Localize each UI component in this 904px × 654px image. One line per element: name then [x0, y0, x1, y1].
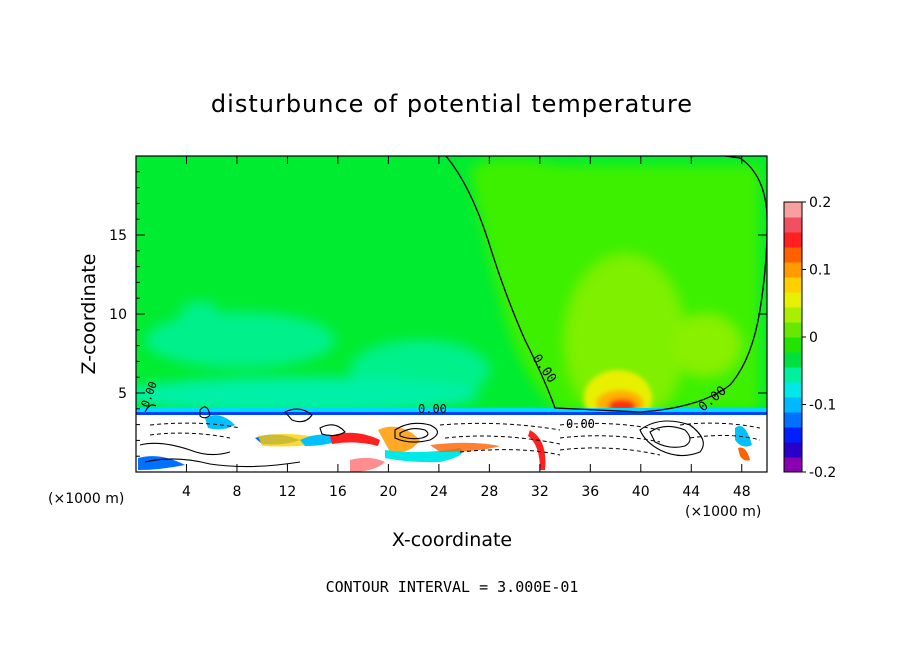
colorbar-tick-label: -0.2	[809, 465, 836, 481]
y-tick-label: 10	[109, 307, 127, 323]
zero-contour-line	[445, 156, 767, 413]
x-axis-ticks: 4 8 12 16 20 24 28 32 36 40 44 48	[182, 156, 751, 500]
x-tick-label: 8	[232, 484, 241, 500]
colorbar-swatch	[784, 442, 802, 458]
warm-patch-3	[350, 457, 385, 472]
cool-band-low	[136, 377, 480, 413]
x-axis-label: X-coordinate	[392, 529, 512, 551]
chart-title: disturbunce of potential temperature	[211, 90, 693, 118]
contour-label-4: 0.00	[566, 417, 595, 431]
x-tick-label: 40	[632, 484, 650, 500]
colorbar-swatch	[784, 202, 802, 218]
x-tick-label: 32	[531, 484, 549, 500]
y-tick-label: 15	[109, 228, 127, 244]
cold-streak-6	[735, 426, 752, 447]
x-tick-label: 12	[279, 484, 297, 500]
colorbar-swatch	[784, 277, 802, 293]
x-tick-label: 4	[182, 484, 191, 500]
colorbar-swatch	[784, 322, 802, 338]
warm-streak-3	[430, 442, 500, 452]
x-unit-right: (×1000 m)	[685, 504, 761, 520]
colorbar-tick-label: 0.1	[809, 263, 831, 279]
colorbar-swatch	[784, 397, 802, 413]
warm-streak-6	[738, 447, 750, 461]
boundary-layer	[136, 406, 767, 472]
x-tick-label: 16	[329, 484, 347, 500]
cool-band-left	[145, 312, 335, 368]
colorbar-swatch	[784, 352, 802, 368]
contour-label-3: 0.00	[418, 402, 447, 416]
x-tick-label: 24	[430, 484, 448, 500]
cold-streak-4	[138, 456, 185, 470]
warm-bulge-right	[670, 315, 740, 375]
boundary-cyan-band	[136, 408, 767, 414]
colorbar-ticks: 0.2 0.1 0 -0.1 -0.2	[802, 195, 836, 481]
boundary-blue-line	[136, 412, 767, 415]
colorbar-swatch	[784, 382, 802, 398]
colorbar-tick-label: 0	[809, 330, 818, 346]
contour-dashed-lines	[149, 422, 761, 456]
colorbar-tick-label: -0.1	[809, 398, 836, 414]
y-axis-label: Z-coordinate	[78, 254, 100, 375]
x-unit-left: (×1000 m)	[48, 491, 124, 507]
x-tick-label: 44	[682, 484, 700, 500]
colorbar-swatch	[784, 217, 802, 233]
x-tick-label: 36	[581, 484, 599, 500]
colorbar-swatch	[784, 292, 802, 308]
colorbar-swatch	[784, 412, 802, 428]
zero-contour-left	[144, 404, 157, 413]
upper-field-structures	[136, 158, 760, 425]
red-streak-1	[330, 432, 380, 446]
x-tick-label: 28	[480, 484, 498, 500]
y-axis-ticks: 5 10 15	[109, 171, 767, 457]
x-tick-label: 48	[733, 484, 751, 500]
contour-interval-footer: CONTOUR INTERVAL = 3.000E-01	[326, 578, 579, 596]
colorbar	[784, 202, 802, 473]
plot-area: 0.00 0.00 0.00 0.00 0.00	[136, 156, 767, 472]
y-tick-label: 5	[118, 386, 127, 402]
colorbar-swatch	[784, 262, 802, 278]
contour-solid-lines	[139, 406, 704, 468]
cool-patch-top	[180, 301, 220, 329]
colorbar-swatch	[784, 337, 802, 353]
colorbar-swatch	[784, 232, 802, 248]
colorbar-swatch	[784, 457, 802, 473]
colorbar-tick-label: 0.2	[809, 195, 831, 211]
red-streak-2	[528, 430, 546, 470]
colorbar-swatch	[784, 247, 802, 263]
colorbar-swatch	[784, 427, 802, 443]
colorbar-swatch	[784, 367, 802, 383]
colorbar-swatch	[784, 307, 802, 323]
x-tick-label: 20	[379, 484, 397, 500]
